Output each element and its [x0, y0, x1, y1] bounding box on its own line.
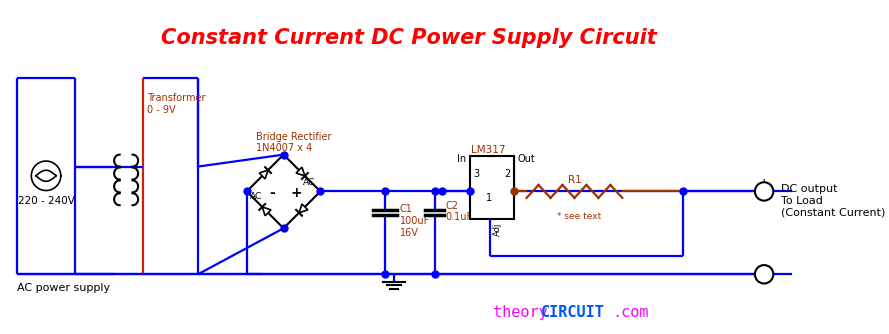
Text: .com: .com: [613, 305, 649, 320]
Text: +: +: [291, 186, 302, 200]
Text: Adj: Adj: [493, 223, 501, 236]
Text: -: -: [762, 276, 766, 289]
Text: 2: 2: [504, 169, 511, 179]
Text: 1: 1: [486, 193, 493, 203]
Text: Constant Current DC Power Supply Circuit: Constant Current DC Power Supply Circuit: [161, 28, 657, 48]
Text: AC: AC: [303, 178, 316, 187]
Text: -: -: [269, 186, 276, 200]
Circle shape: [755, 182, 773, 201]
Text: R1: R1: [567, 175, 581, 185]
Text: DC output
To Load
(Constant Current): DC output To Load (Constant Current): [781, 184, 885, 217]
Polygon shape: [299, 204, 308, 213]
Polygon shape: [262, 207, 271, 216]
Circle shape: [755, 265, 773, 284]
Text: LM317: LM317: [471, 145, 506, 155]
Text: C2
0.1uF: C2 0.1uF: [445, 201, 473, 222]
Text: 220 - 240V: 220 - 240V: [18, 196, 75, 206]
Text: +: +: [759, 177, 769, 190]
Polygon shape: [469, 156, 514, 219]
Text: In: In: [457, 154, 466, 164]
Polygon shape: [260, 170, 268, 179]
Text: Bridge Rectifier
1N4007 x 4: Bridge Rectifier 1N4007 x 4: [256, 132, 332, 153]
Text: Out: Out: [517, 154, 535, 164]
Polygon shape: [296, 167, 305, 176]
Text: theory: theory: [493, 305, 548, 320]
Text: Transformer
0 - 9V: Transformer 0 - 9V: [148, 93, 205, 115]
Text: AC power supply: AC power supply: [17, 284, 109, 294]
Text: * see text: * see text: [557, 212, 601, 221]
Text: CIRCUIT: CIRCUIT: [541, 305, 605, 320]
Text: AC: AC: [250, 191, 262, 200]
Text: 3: 3: [473, 169, 479, 179]
Text: C1
100uF
16V: C1 100uF 16V: [399, 204, 429, 237]
